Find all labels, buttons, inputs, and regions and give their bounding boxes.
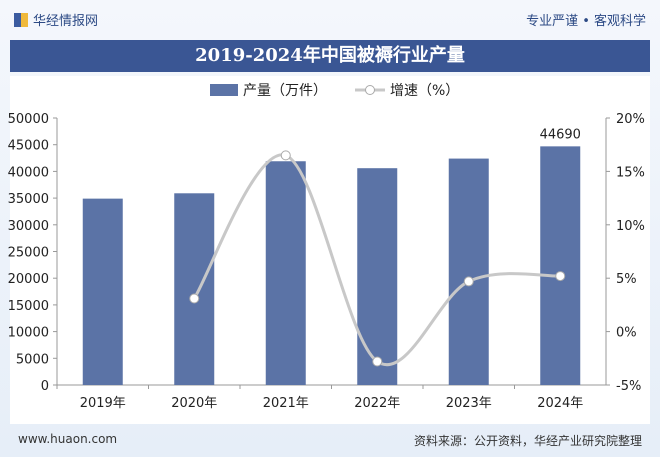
right-tick-label: 15%	[616, 165, 645, 180]
left-tick-label: 30000	[8, 219, 49, 234]
legend-line-label: 增速（%）	[390, 83, 459, 99]
growth-point	[189, 293, 200, 304]
right-tick-label: 0%	[616, 326, 637, 341]
logo: 华经情报网	[14, 10, 98, 29]
logo-icon	[14, 12, 28, 27]
legend-line-marker	[365, 85, 375, 95]
legend-bar-swatch	[210, 84, 238, 96]
right-tick-label: 20%	[616, 112, 645, 127]
right-tick-label: 10%	[616, 219, 645, 234]
growth-point	[280, 150, 291, 161]
x-tick-label: 2021年	[263, 396, 309, 411]
x-tick-label: 2024年	[537, 396, 583, 411]
growth-point	[463, 276, 474, 287]
x-tick-label: 2022年	[354, 396, 400, 411]
header: 华经情报网 专业严谨 • 客观科学	[0, 0, 660, 36]
bar-2023年	[448, 158, 489, 385]
bar-2020年	[174, 193, 215, 385]
left-tick-label: 5000	[16, 352, 49, 367]
left-tick-label: 15000	[8, 299, 49, 314]
bar-2019年	[82, 198, 123, 385]
left-tick-label: 20000	[8, 272, 49, 287]
x-tick-label: 2020年	[171, 396, 217, 411]
x-tick-label: 2019年	[80, 396, 126, 411]
legend-bar-label: 产量（万件）	[243, 83, 327, 99]
growth-point	[555, 271, 566, 282]
chart-title: 2019-2024年中国被褥行业产量	[10, 40, 650, 72]
left-tick-label: 25000	[8, 246, 49, 261]
bar-2024年	[540, 146, 581, 385]
left-tick-label: 0	[41, 379, 49, 394]
growth-point	[372, 356, 383, 367]
bar-2021年	[265, 161, 306, 385]
bar-2022年	[357, 168, 398, 385]
growth-line	[192, 153, 561, 367]
left-tick-label: 35000	[8, 192, 49, 207]
right-tick-label: 5%	[616, 272, 637, 287]
logo-text: 华经情报网	[33, 14, 99, 29]
left-tick-label: 10000	[8, 326, 49, 341]
left-tick-label: 40000	[8, 165, 49, 180]
footer-website: www.huaon.com	[18, 432, 118, 446]
x-tick-label: 2023年	[446, 396, 492, 411]
data-label: 44690	[540, 127, 581, 142]
right-tick-label: -5%	[616, 379, 641, 394]
left-tick-label: 45000	[8, 139, 49, 154]
slogan: 专业严谨 • 客观科学	[526, 14, 646, 29]
footer-source: 资料来源：公开资料，华经产业研究院整理	[413, 434, 642, 448]
left-tick-label: 50000	[8, 112, 49, 127]
